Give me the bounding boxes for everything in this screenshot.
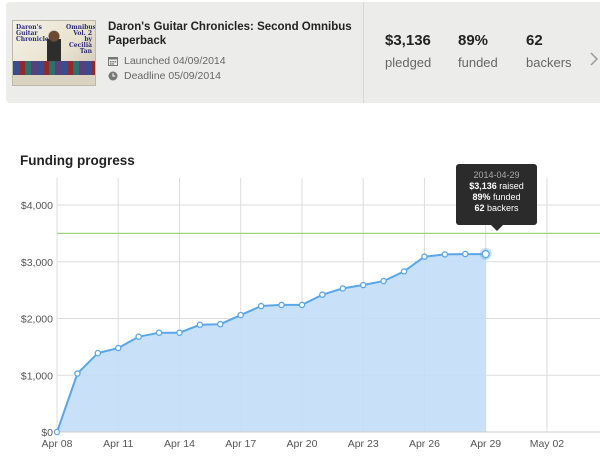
data-point — [237, 311, 244, 319]
data-point — [74, 370, 81, 377]
data-point — [359, 281, 367, 289]
data-point — [339, 285, 347, 292]
x-tick-label: Apr 08 — [42, 438, 73, 450]
x-tick-label: Apr 23 — [348, 438, 379, 450]
launched-text: Launched 04/09/2014 — [124, 55, 226, 67]
data-point — [114, 344, 122, 352]
stat-pledged-label: pledged — [385, 55, 432, 70]
tooltip-date: 2014-04-29 — [473, 170, 520, 180]
y-tick-label: $3,000 — [21, 257, 53, 269]
data-point — [155, 329, 163, 336]
funding-area — [57, 254, 486, 432]
data-point — [319, 291, 326, 298]
data-point — [217, 320, 224, 328]
stat-funded-value: 89% — [458, 32, 489, 49]
tooltip-caret — [491, 225, 503, 231]
deadline-text: Deadline 05/09/2014 — [124, 70, 221, 82]
project-title[interactable]: Daron's Guitar Chronicles: Second Omnibu… — [108, 21, 352, 47]
y-tick-label: $2,000 — [21, 314, 53, 326]
tooltip-funded: 89% funded — [456, 192, 537, 203]
cover-bottom-strip — [13, 75, 95, 85]
data-point — [441, 251, 449, 258]
stat-backers-label: backers — [526, 55, 572, 70]
data-point — [257, 302, 265, 310]
header-divider — [363, 2, 364, 103]
project-header: Daron's Guitar Chronicles Omnibus Vol. 2… — [6, 2, 600, 103]
tooltip-funded-label: funded — [493, 192, 521, 202]
cover-title-right: Omnibus Vol. 2 by Cecilia Tan — [66, 24, 96, 55]
x-tick-label: Apr 26 — [409, 438, 440, 450]
x-tick-label: Apr 17 — [225, 438, 256, 450]
cover-photo-strip — [13, 61, 95, 75]
data-point — [278, 301, 285, 309]
x-tick-label: Apr 20 — [286, 438, 317, 450]
y-tick-label: $0 — [41, 427, 53, 439]
launched-date: Launched 04/09/2014 — [108, 55, 226, 67]
tooltip-raised-value: $3,136 — [469, 181, 497, 191]
stat-pledged: $3,136 pledged — [385, 32, 431, 70]
data-point — [176, 329, 183, 336]
stat-backers: 62 backers — [526, 32, 572, 70]
chart-tooltip: 2014-04-29 $3,136 raised 89% funded 62 b… — [456, 164, 537, 231]
funding-line — [56, 253, 486, 433]
cover-guitarist-figure — [43, 29, 65, 65]
tooltip-raised-label: raised — [499, 181, 524, 191]
tooltip-backers: 62 backers — [456, 203, 537, 214]
tooltip-raised: $3,136 raised — [456, 181, 537, 192]
deadline-date: Deadline 05/09/2014 — [108, 70, 221, 82]
x-tick-label: May 02 — [530, 438, 565, 450]
x-tick-label: Apr 14 — [164, 438, 195, 450]
data-point — [135, 333, 142, 340]
data-point — [400, 268, 408, 275]
data-point — [298, 301, 306, 309]
clock-icon — [108, 71, 118, 81]
x-tick-label: Apr 11 — [103, 438, 133, 450]
stat-funded-label: funded — [458, 55, 498, 70]
project-cover-image[interactable]: Daron's Guitar Chronicles Omnibus Vol. 2… — [12, 20, 96, 86]
tooltip-funded-value: 89% — [472, 192, 491, 202]
tooltip-backers-value: 62 — [474, 203, 485, 213]
stat-backers-value: 62 — [526, 32, 543, 49]
data-point — [481, 249, 490, 259]
y-tick-label: $1,000 — [21, 370, 53, 382]
chart-title: Funding progress — [20, 153, 135, 168]
x-tick-label: Apr 29 — [470, 438, 501, 450]
data-point — [462, 250, 469, 258]
y-tick-label: $4,000 — [21, 200, 53, 212]
cover-title-left: Daron's Guitar Chronicles — [16, 24, 53, 43]
chevron-right-icon[interactable] — [590, 52, 598, 66]
stat-pledged-value: $3,136 — [385, 32, 431, 49]
data-point — [380, 277, 387, 285]
stat-funded: 89% funded — [458, 32, 498, 70]
calendar-icon — [108, 57, 118, 66]
tooltip-backers-label: backers — [487, 203, 519, 213]
data-point — [94, 349, 102, 357]
data-point — [196, 321, 204, 329]
data-point — [421, 253, 428, 260]
